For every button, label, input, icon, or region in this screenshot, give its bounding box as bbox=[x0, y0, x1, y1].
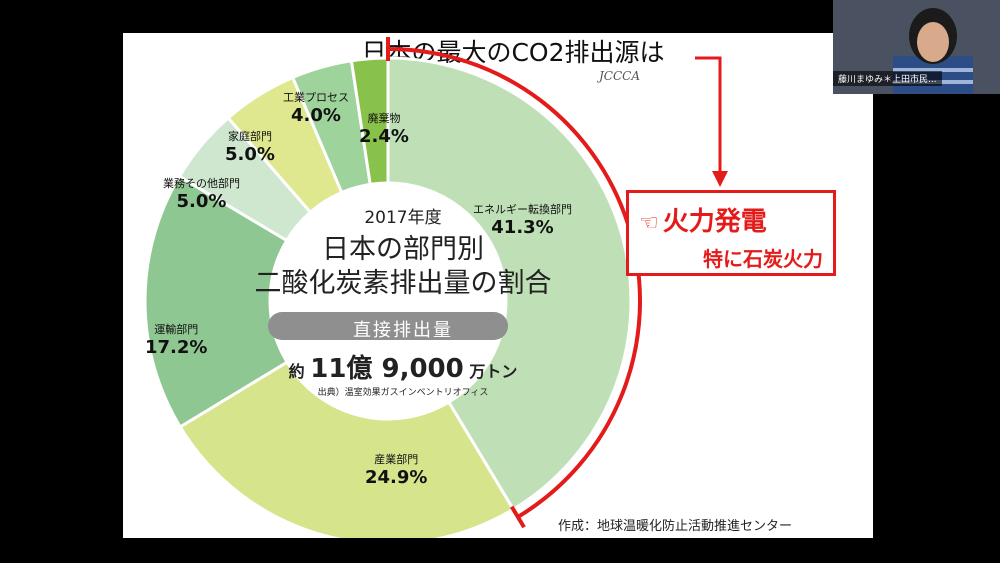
thermal-power-callout: ☜ 火力発電 特に石炭火力 bbox=[626, 190, 836, 276]
label-industry-category: 産業部門 bbox=[374, 453, 419, 466]
label-business: 業務その他部門 5.0% bbox=[163, 175, 240, 212]
label-industry: 産業部門 24.9% bbox=[365, 451, 427, 488]
label-waste-category: 廃棄物 bbox=[367, 112, 401, 125]
center-total-value: 11億 9,000 bbox=[310, 354, 464, 384]
pointing-hand-icon: ☜ bbox=[639, 211, 659, 236]
center-total-prefix: 約 bbox=[288, 362, 305, 381]
center-total-unit: 万トン bbox=[469, 362, 518, 381]
label-household-value: 5.0% bbox=[225, 144, 275, 165]
label-industry-value: 24.9% bbox=[365, 467, 428, 488]
center-title-line2: 二酸化炭素排出量の割合 bbox=[254, 268, 552, 299]
highlight-end-tick bbox=[509, 505, 526, 529]
label-business-value: 5.0% bbox=[176, 191, 227, 212]
label-process-value: 4.0% bbox=[291, 105, 341, 126]
participant-video-tile[interactable]: 藤川まゆみ＊上田市民... bbox=[833, 0, 1000, 94]
label-household-category: 家庭部門 bbox=[227, 130, 272, 143]
label-transport-category: 運輸部門 bbox=[154, 323, 199, 336]
center-title-line1: 日本の部門別 bbox=[322, 234, 484, 265]
donut-center-disc bbox=[270, 183, 506, 419]
label-waste-value: 2.4% bbox=[359, 126, 409, 147]
label-waste: 廃棄物 2.4% bbox=[359, 110, 409, 147]
callout-line1: 火力発電 bbox=[662, 207, 767, 237]
label-transport-value: 17.2% bbox=[145, 337, 208, 358]
connector-line bbox=[695, 56, 722, 173]
center-total: 約 11億 9,000 万トン bbox=[223, 348, 583, 385]
participant-name: 藤川まゆみ＊上田市民... bbox=[833, 71, 942, 86]
presentation-slide: 日本の最大のCO2排出源は JCCCA エネルギー転換部門 41.3% 産業部門… bbox=[123, 33, 873, 538]
label-energy-category: エネルギー転換部門 bbox=[473, 203, 572, 216]
center-band bbox=[268, 312, 508, 340]
slide-credit: 作成：地球温暖化防止活動推進センター bbox=[558, 519, 793, 534]
connector-arrowhead bbox=[712, 171, 728, 187]
label-transport: 運輸部門 17.2% bbox=[145, 321, 207, 358]
center-source: 出典）温室効果ガスインベントリオフィス bbox=[317, 388, 489, 398]
label-energy: エネルギー転換部門 41.3% bbox=[473, 201, 572, 238]
center-year: 2017年度 bbox=[364, 208, 442, 228]
label-household: 家庭部門 5.0% bbox=[225, 128, 275, 165]
label-business-category: 業務その他部門 bbox=[163, 177, 240, 190]
jccca-logo: JCCCA bbox=[599, 69, 641, 83]
label-energy-value: 41.3% bbox=[491, 217, 554, 238]
callout-line2: 特に石炭火力 bbox=[703, 247, 823, 271]
donut-chart bbox=[143, 37, 728, 538]
label-process: 工業プロセス 4.0% bbox=[283, 89, 349, 126]
label-process-category: 工業プロセス bbox=[283, 91, 349, 104]
center-band-label: 直接排出量 bbox=[353, 320, 453, 341]
